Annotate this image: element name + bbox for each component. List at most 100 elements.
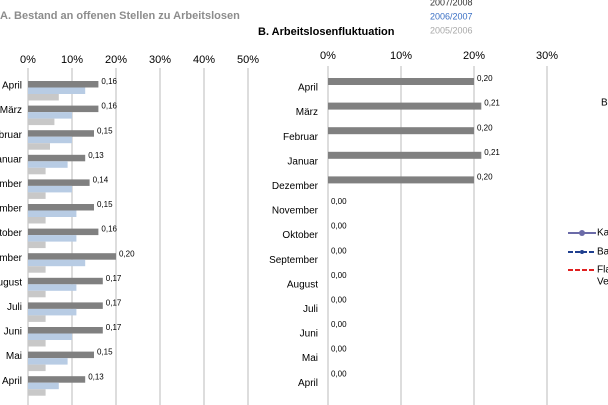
- value-label: 0,17: [106, 299, 122, 308]
- y-tick-label: März: [296, 107, 318, 118]
- legend-label: Ka: [597, 228, 608, 239]
- bar: [328, 102, 482, 110]
- bar: [28, 290, 46, 298]
- y-tick-label: November: [272, 206, 319, 217]
- bar: [28, 179, 90, 186]
- x-tick-label: 40%: [193, 54, 215, 66]
- bar: [28, 217, 46, 224]
- value-label: 0,20: [477, 74, 493, 83]
- bar: [28, 259, 86, 267]
- bar: [28, 210, 77, 217]
- value-label: 0,15: [97, 348, 113, 357]
- x-tick-label: 0%: [320, 50, 336, 62]
- chart-title: A. Bestand an offenen Stellen zu Arbeits…: [0, 10, 240, 22]
- x-tick-label: 20%: [105, 54, 127, 66]
- legend-marker: [580, 250, 584, 254]
- bar: [328, 127, 474, 135]
- y-tick-label: November: [0, 204, 23, 215]
- bar: [28, 340, 46, 347]
- x-tick-label: 10%: [61, 54, 83, 66]
- bar: [328, 176, 474, 184]
- value-label: 0,16: [101, 77, 117, 86]
- y-tick-label: September: [0, 253, 23, 264]
- value-label: 0,15: [97, 200, 113, 209]
- bar: [28, 228, 99, 236]
- legend-label: Fla: [597, 265, 608, 276]
- value-label: 0,13: [88, 151, 104, 160]
- value-label: 0,20: [119, 249, 135, 258]
- bar: [28, 333, 72, 340]
- legend-label: 2007/2008: [430, 0, 473, 7]
- value-label: 0,00: [331, 246, 347, 255]
- y-tick-label: April: [298, 378, 318, 389]
- bar: [28, 302, 103, 309]
- y-tick-label: April: [2, 376, 22, 387]
- value-label: 0,14: [93, 176, 109, 185]
- value-label: 0,13: [88, 372, 104, 381]
- chart-title: B. Arbeitslosenfluktuation: [258, 26, 395, 38]
- bar: [28, 112, 72, 119]
- bar: [28, 94, 59, 101]
- y-tick-label: Oktober: [0, 228, 23, 239]
- bar: [28, 154, 86, 162]
- x-tick-label: 0%: [20, 54, 36, 66]
- bar: [28, 308, 77, 316]
- bar: [28, 87, 86, 94]
- value-label: 0,16: [101, 102, 117, 111]
- bar: [28, 327, 103, 334]
- legend-marker: [579, 230, 585, 236]
- bar: [28, 167, 46, 175]
- fragment-legend: Ka Ba Fla Ve: [568, 228, 608, 288]
- x-tick-label: 30%: [149, 54, 171, 66]
- y-tick-label: April: [2, 81, 22, 92]
- y-tick-label: Juli: [303, 304, 318, 315]
- x-tick-label: 20%: [463, 50, 485, 62]
- fragment-title: B: [601, 98, 608, 109]
- value-label: 0,00: [331, 271, 347, 280]
- legend-label: Ba: [597, 247, 608, 258]
- y-tick-label: Februar: [0, 130, 23, 141]
- x-tick-label: 50%: [237, 54, 259, 66]
- bar: [28, 358, 68, 365]
- bar: [28, 143, 50, 150]
- bar: [28, 284, 77, 291]
- y-tick-label: Dezember: [272, 181, 319, 192]
- value-label: 0,00: [331, 222, 347, 231]
- value-label: 0,00: [331, 345, 347, 354]
- bar: [28, 266, 46, 273]
- bar: [28, 161, 68, 168]
- legend-label: 2006/2007: [430, 11, 473, 21]
- y-tick-label: April: [298, 83, 318, 94]
- bar: [28, 241, 46, 249]
- bar: [28, 277, 103, 285]
- bar: [28, 192, 46, 199]
- bar: [328, 151, 482, 159]
- bar: [28, 376, 86, 383]
- bar: [28, 136, 72, 144]
- value-label: 0,17: [106, 274, 122, 283]
- y-tick-label: Dezember: [0, 179, 23, 190]
- value-label: 0,21: [484, 148, 500, 157]
- bar: [28, 81, 99, 88]
- y-tick-label: Januar: [287, 156, 318, 167]
- value-label: 0,00: [331, 197, 347, 206]
- bar: [28, 118, 55, 126]
- legend-label: Ve: [597, 277, 608, 288]
- bar: [28, 235, 77, 242]
- y-tick-label: Mai: [302, 353, 318, 364]
- bar: [28, 364, 46, 372]
- value-label: 0,15: [97, 126, 113, 135]
- y-tick-label: Januar: [0, 154, 23, 165]
- y-tick-label: September: [269, 255, 319, 266]
- bar: [328, 78, 474, 85]
- y-tick-label: Oktober: [282, 230, 318, 241]
- y-tick-label: Februar: [283, 132, 319, 143]
- value-label: 0,16: [101, 225, 117, 234]
- bar: [28, 382, 59, 390]
- value-label: 0,00: [331, 369, 347, 378]
- y-tick-label: März: [0, 105, 22, 116]
- bar: [28, 105, 99, 113]
- value-label: 0,20: [477, 173, 493, 182]
- value-label: 0,17: [106, 323, 122, 332]
